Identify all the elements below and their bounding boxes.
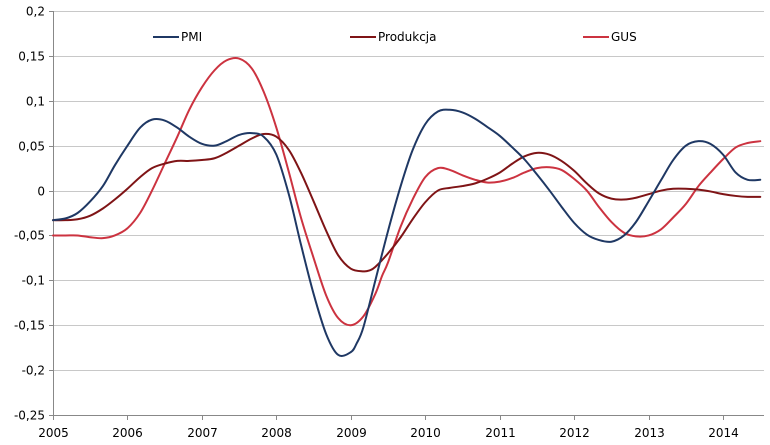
gridlines (53, 11, 764, 416)
y-tick-label: -0,1 (22, 274, 45, 288)
x-tick-label: 2012 (559, 426, 590, 440)
y-tick-label: 0,1 (26, 95, 45, 109)
y-tick-label: 0,05 (18, 140, 45, 154)
x-tick-label: 2008 (261, 426, 292, 440)
series-line-produkcja (52, 132, 762, 273)
y-tick-label: 0 (37, 185, 45, 199)
x-tick-label: 2005 (38, 426, 69, 440)
axes (49, 11, 764, 420)
y-axis-tick-labels: 0,2 0,15 0,1 0,05 0 -0,05 -0,1 -0,15 -0,2 -0,25 (14, 5, 45, 423)
x-tick-label: 2007 (187, 426, 218, 440)
y-tick-label: -0,25 (14, 409, 45, 423)
y-tick-label: -0,15 (14, 319, 45, 333)
y-tick-label: 0,15 (18, 50, 45, 64)
series-lines (52, 57, 762, 357)
x-axis-tick-labels: 2005 2006 2007 2008 2009 2010 2011 2012 2013 2014 (38, 426, 739, 440)
legend-item-gus: GUS (583, 30, 637, 44)
series-line-pmi (52, 108, 762, 357)
y-tick-label: 0,2 (26, 5, 45, 19)
legend-label-pmi: PMI (181, 30, 202, 44)
x-tick-label: 2013 (634, 426, 665, 440)
legend-label-produkcja: Produkcja (378, 30, 437, 44)
y-tick-label: -0,2 (22, 364, 45, 378)
legend-label-gus: GUS (611, 30, 637, 44)
x-tick-label: 2014 (708, 426, 739, 440)
x-tick-label: 2010 (410, 426, 441, 440)
x-tick-label: 2011 (485, 426, 516, 440)
legend-item-produkcja: Produkcja (350, 30, 437, 44)
x-tick-label: 2009 (336, 426, 367, 440)
legend-item-pmi: PMI (153, 30, 202, 44)
y-tick-label: -0,05 (14, 229, 45, 243)
legend: PMI Produkcja GUS (153, 30, 637, 44)
series-line-gus (52, 57, 762, 327)
x-tick-label: 2006 (112, 426, 143, 440)
